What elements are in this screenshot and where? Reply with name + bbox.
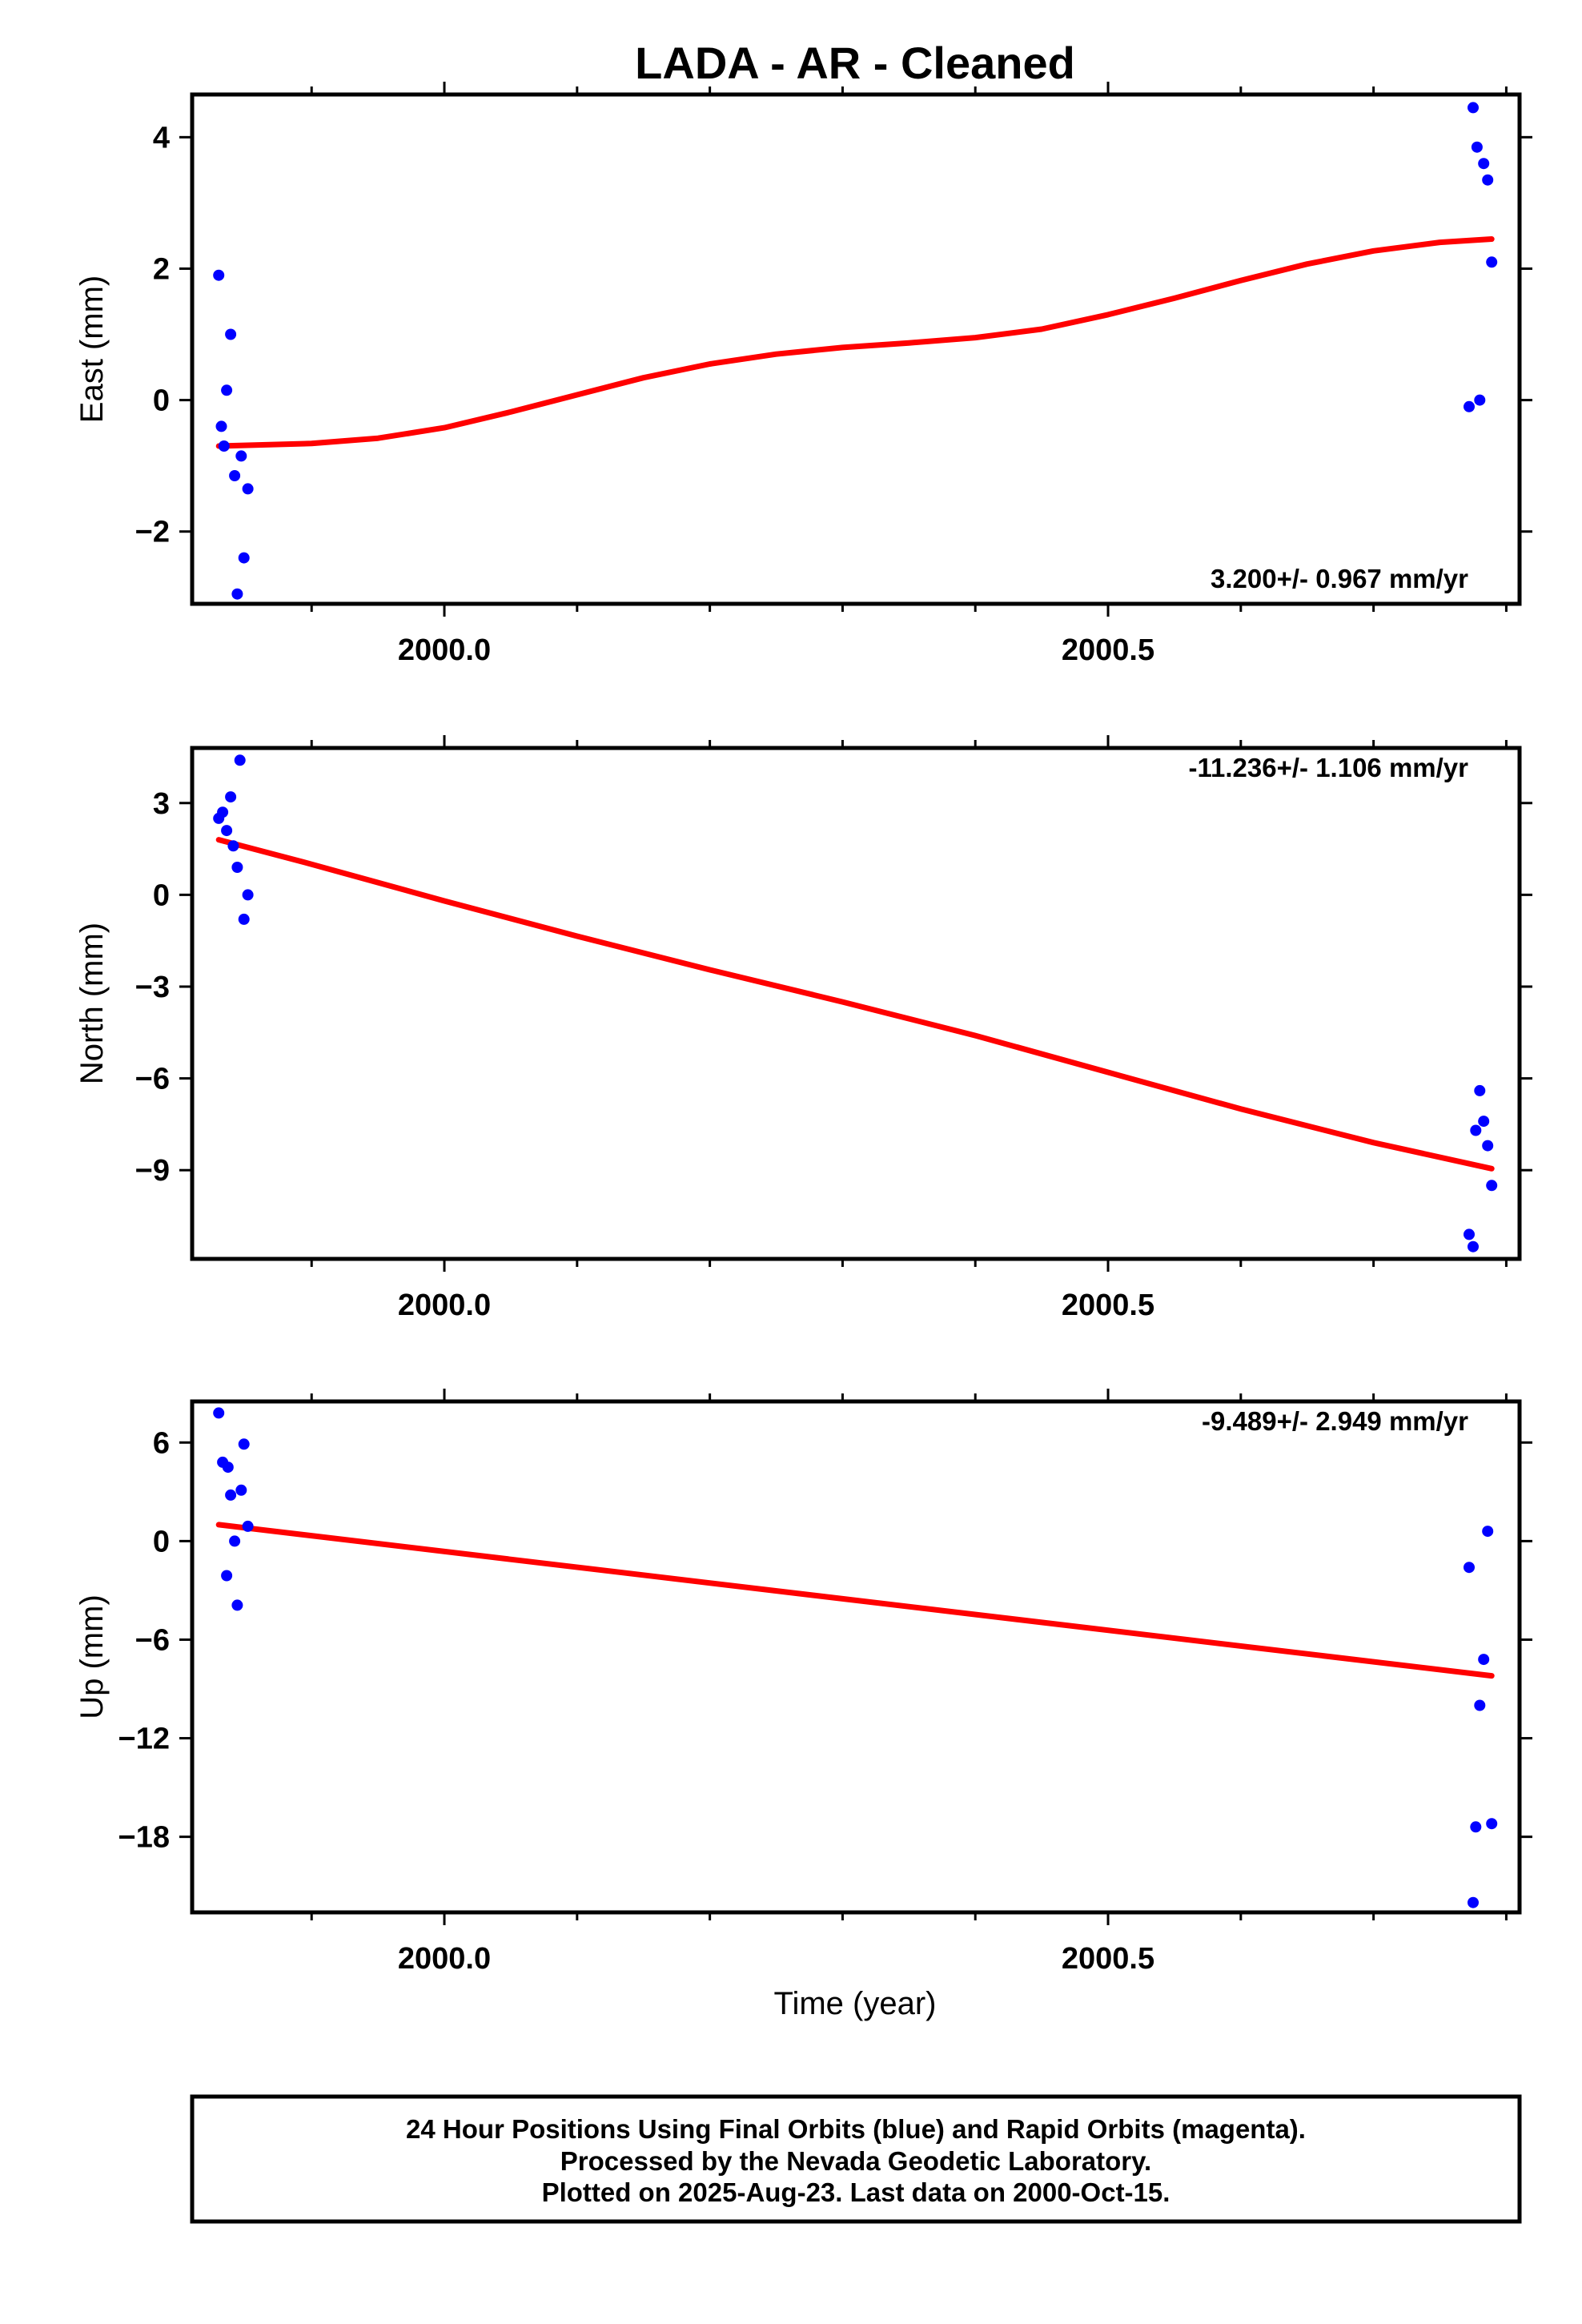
up-rate-label: -9.489+/- 2.949 mm/yr	[1202, 1406, 1468, 1436]
east-y-tick-label: 2	[153, 252, 170, 286]
east-rate-label: 3.200+/- 0.967 mm/yr	[1211, 564, 1468, 593]
up-y-tick-label: 6	[153, 1426, 170, 1460]
east-data-point	[213, 269, 225, 281]
caption-line-2: Processed by the Nevada Geodetic Laborat…	[560, 2146, 1151, 2176]
east-data-point	[235, 450, 247, 462]
north-data-point	[242, 889, 254, 901]
up-data-point	[1468, 1896, 1479, 1908]
north-y-tick-label: 3	[153, 787, 170, 821]
up-data-point	[1474, 1699, 1486, 1711]
east-data-point	[215, 420, 227, 432]
east-plot-frame	[190, 92, 1522, 606]
east-data-point	[1474, 394, 1486, 406]
north-data-point	[1482, 1140, 1494, 1152]
east-y-tick-label: 4	[153, 121, 170, 155]
east-data-point	[1471, 141, 1483, 153]
up-data-point	[1478, 1654, 1490, 1666]
north-panel: 2000.0 2000.5 3 0 −3 −6 −9 North (mm) -11.236+/-…	[74, 735, 1532, 1322]
east-y-tick-label: −2	[135, 516, 170, 549]
figure-title: LADA - AR - Cleaned	[635, 38, 1075, 88]
up-data-point	[229, 1535, 241, 1547]
up-y-tick-label: −18	[118, 1821, 170, 1855]
up-plot-frame	[190, 1399, 1522, 1915]
up-data-point	[1486, 1818, 1498, 1830]
north-data-point	[234, 754, 246, 766]
east-panel: 2000.0 2000.5 4 2 0 −2 East (mm) 3.200+/- 0.967…	[74, 82, 1532, 667]
north-x-tick-label: 2000.5	[1062, 1289, 1154, 1322]
north-y-tick-label: −3	[135, 971, 170, 1004]
north-data-point	[1468, 1240, 1479, 1252]
up-data-point	[1464, 1562, 1475, 1574]
up-data-point	[235, 1484, 247, 1496]
up-x-tick-label: 2000.0	[398, 1942, 491, 1976]
east-data-point	[1468, 102, 1479, 114]
north-data-point	[225, 791, 237, 803]
caption-line-1: 24 Hour Positions Using Final Orbits (bl…	[406, 2114, 1306, 2144]
up-data-point	[221, 1570, 233, 1582]
caption-box: 24 Hour Positions Using Final Orbits (bl…	[190, 2094, 1522, 2224]
up-panel: 2000.0 2000.5 6 0 −6 −12 −18 Up (mm) -9.489+/- 2…	[74, 1389, 1532, 1976]
north-y-tick-label: −6	[135, 1063, 170, 1096]
north-data-point	[238, 913, 250, 925]
east-data-point	[1478, 158, 1490, 170]
north-data-point	[227, 840, 239, 852]
north-y-tick-label: −9	[135, 1154, 170, 1188]
north-data-point	[1486, 1180, 1498, 1192]
up-x-tick-label: 2000.5	[1062, 1942, 1154, 1976]
east-data-point	[221, 384, 233, 396]
east-x-tick-label: 2000.5	[1062, 633, 1154, 667]
north-data-point	[221, 825, 233, 837]
north-data-point	[1470, 1124, 1482, 1136]
up-y-axis-label: Up (mm)	[74, 1594, 110, 1719]
east-data-point	[1464, 400, 1475, 412]
east-data-point	[242, 483, 254, 495]
north-rate-label: -11.236+/- 1.106 mm/yr	[1189, 753, 1469, 782]
east-data-point	[1482, 174, 1494, 186]
up-y-tick-label: −12	[118, 1723, 170, 1756]
east-data-point	[231, 588, 243, 600]
x-axis-label: Time (year)	[774, 1986, 937, 2021]
up-data-point	[225, 1489, 237, 1501]
caption-line-3: Plotted on 2025-Aug-23. Last data on 200…	[542, 2177, 1170, 2207]
up-data-point	[213, 1407, 225, 1419]
up-y-tick-label: −6	[135, 1623, 170, 1657]
east-data-point	[1486, 256, 1498, 268]
north-data-point	[1474, 1084, 1486, 1096]
up-data-point	[1482, 1526, 1494, 1538]
north-data-point	[1464, 1228, 1475, 1240]
north-plot-frame	[190, 746, 1522, 1261]
panels: 2000.0 2000.5 4 2 0 −2 East (mm) 3.200+/- 0.967…	[74, 82, 1532, 1976]
north-fit-line	[215, 837, 1495, 1172]
north-y-axis-label: North (mm)	[74, 923, 110, 1084]
north-data-point	[231, 862, 243, 873]
east-y-tick-label: 0	[153, 384, 170, 418]
up-data-point	[222, 1462, 234, 1474]
east-fit-line	[215, 236, 1495, 449]
east-x-tick-label: 2000.0	[398, 633, 491, 667]
east-data-point	[225, 328, 237, 340]
north-data-point	[217, 806, 229, 818]
east-y-axis-label: East (mm)	[74, 275, 110, 423]
north-data-point	[1478, 1116, 1490, 1128]
north-y-tick-label: 0	[153, 879, 170, 912]
east-data-point	[229, 470, 241, 481]
up-data-point	[231, 1599, 243, 1611]
up-fit-line	[215, 1522, 1495, 1679]
up-data-point	[242, 1520, 254, 1532]
up-data-point	[1470, 1821, 1482, 1833]
caption-frame	[190, 2094, 1522, 2224]
north-x-tick-label: 2000.0	[398, 1289, 491, 1322]
east-data-point	[238, 552, 250, 564]
east-data-point	[218, 440, 230, 452]
up-y-tick-label: 0	[153, 1525, 170, 1558]
up-data-point	[238, 1438, 250, 1450]
